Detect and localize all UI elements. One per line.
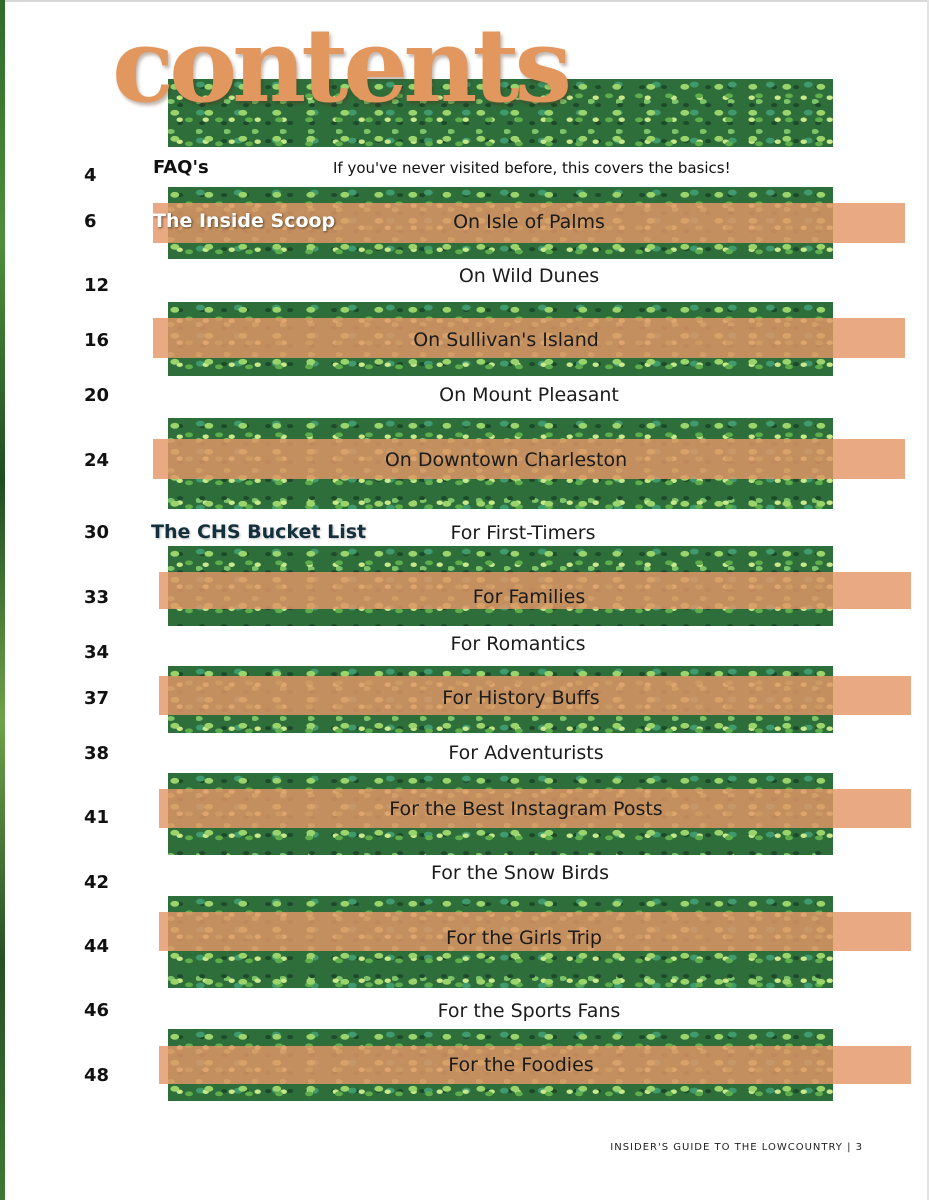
highlight-band — [153, 203, 905, 243]
page-top-edge — [0, 0, 929, 2]
toc-entry-girls-trip: For the Girls Trip — [446, 927, 602, 949]
highlight-band — [159, 572, 911, 609]
page-number: 48 — [84, 1065, 110, 1086]
adjacent-page-edge — [0, 0, 5, 1200]
page-number: 12 — [84, 275, 110, 296]
toc-entry-adventurists: For Adventurists — [448, 742, 604, 764]
toc-entry-mount-pleasant: On Mount Pleasant — [439, 384, 619, 406]
toc-entry-romantics: For Romantics — [450, 633, 586, 655]
leaf-strip-title — [168, 79, 833, 147]
section-bucket-list: The CHS Bucket List — [151, 521, 367, 543]
page-number: 46 — [84, 1000, 110, 1021]
page-number: 6 — [84, 211, 97, 232]
toc-entry-families: For Families — [472, 586, 586, 608]
highlight-band — [159, 1046, 911, 1084]
page-number: 37 — [84, 688, 110, 709]
page-number: 24 — [84, 450, 110, 471]
highlight-band — [153, 439, 905, 479]
toc-entry-wild-dunes: On Wild Dunes — [458, 265, 600, 287]
faq-description: If you've never visited before, this cov… — [333, 159, 731, 177]
section-inside-scoop: The Inside Scoop — [153, 210, 336, 232]
page-right-edge — [927, 0, 929, 1200]
page-number-faq: 4 — [84, 165, 97, 186]
toc-entry-sullivans-island: On Sullivan's Island — [413, 329, 599, 351]
highlight-band — [159, 676, 911, 715]
page-title: contents — [112, 6, 572, 126]
page-number: 34 — [84, 642, 110, 663]
highlight-band — [153, 318, 905, 358]
page-number: 33 — [84, 587, 110, 608]
toc-entry-foodies: For the Foodies — [448, 1054, 594, 1076]
toc-entry-sports-fans: For the Sports Fans — [437, 1000, 621, 1022]
page-number: 38 — [84, 743, 110, 764]
toc-entry-snow-birds: For the Snow Birds — [430, 862, 609, 884]
page-number: 20 — [84, 385, 110, 406]
page-number: 41 — [84, 807, 110, 828]
page-number: 42 — [84, 872, 110, 893]
page-number: 44 — [84, 936, 110, 957]
toc-entry-isle-of-palms: On Isle of Palms — [453, 211, 605, 233]
highlight-band — [159, 912, 911, 951]
toc-entry-downtown-charleston: On Downtown Charleston — [384, 449, 628, 471]
page-number: 30 — [84, 522, 110, 543]
page-number: 16 — [84, 330, 110, 351]
page-footer: INSIDER'S GUIDE TO THE LOWCOUNTRY | 3 — [610, 1142, 863, 1153]
toc-entry-first-timers: For First-Timers — [450, 522, 596, 544]
toc-entry-history-buffs: For History Buffs — [442, 687, 600, 709]
highlight-band — [159, 789, 911, 828]
section-faq: FAQ's — [153, 157, 209, 178]
toc-entry-instagram-posts: For the Best Instagram Posts — [389, 798, 663, 820]
